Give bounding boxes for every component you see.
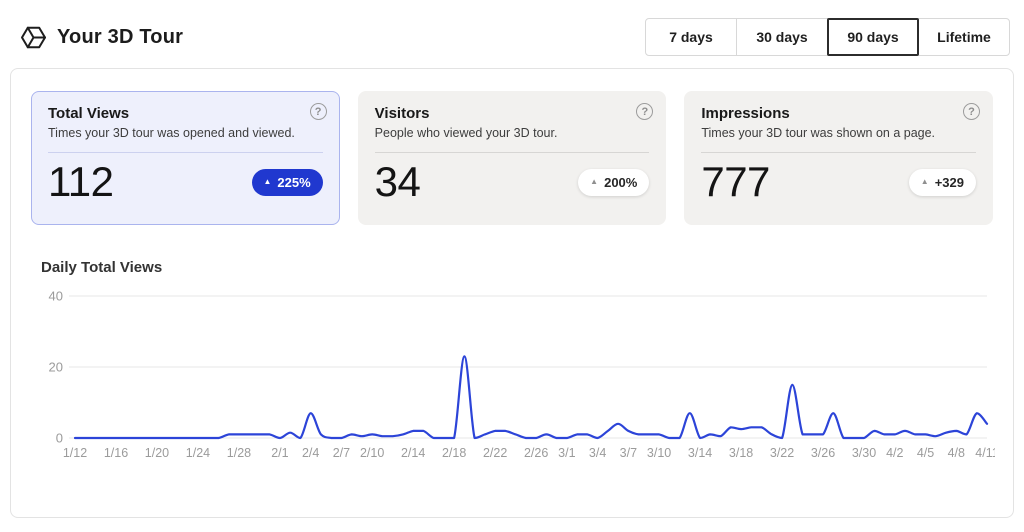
daily-total-views-line <box>73 355 989 440</box>
help-icon[interactable]: ? <box>963 103 981 120</box>
stat-card-total-views[interactable]: Total Views? Times your 3D tour was opene… <box>31 91 340 225</box>
trend-badge-text: 225% <box>277 174 311 190</box>
trend-up-arrow-icon: ▲ <box>920 177 929 186</box>
x-axis-tick-label: 2/1 <box>271 446 288 460</box>
top-bar: Your 3D Tour 7 days 30 days 90 days Lifetim… <box>0 0 1024 64</box>
x-axis-tick-label: 3/1 <box>558 446 575 460</box>
stat-card-title: Total Views <box>48 105 130 122</box>
trend-up-arrow-icon: ▲ <box>263 177 272 186</box>
stat-card-description: People who viewed your 3D tour. <box>374 126 558 140</box>
trend-badge: ▲ +329 <box>908 168 977 196</box>
stat-value-row: 112 ▲ 225% <box>48 161 323 203</box>
x-axis-tick-label: 2/26 <box>524 446 548 460</box>
trend-badge: ▲ 200% <box>578 168 650 196</box>
stat-card-visitors[interactable]: Visitors? People who viewed your 3D tour.… <box>357 91 667 225</box>
stat-card-impressions[interactable]: Impressions? Times your 3D tour was shown… <box>684 91 994 225</box>
stat-value-row: 34 ▲ 200% <box>375 161 650 203</box>
stat-value-row: 777 ▲ +329 <box>701 158 977 205</box>
stat-value: 112 <box>48 158 114 205</box>
stat-value: 777 <box>701 158 770 205</box>
x-axis-tick-label: 2/22 <box>483 446 507 460</box>
x-axis-tick-label: 3/14 <box>688 446 712 460</box>
y-axis-tick-label: 0 <box>56 431 63 446</box>
range-button-7-days[interactable]: 7 days <box>645 18 737 56</box>
brand: Your 3D Tour <box>20 24 183 51</box>
help-icon[interactable]: ? <box>309 103 327 120</box>
range-button-30-days[interactable]: 30 days <box>736 18 828 56</box>
trend-up-arrow-icon: ▲ <box>590 177 599 186</box>
stat-card-title: Impressions <box>701 105 790 122</box>
daily-views-chart: 0 20 40 1/12 1/16 1/20 1/24 1/28 2/1 2/4 2/7 2/10 2/… <box>41 288 999 467</box>
stat-card-description: Times your 3D tour was shown on a page. <box>701 126 936 140</box>
x-axis-tick-label: 1/28 <box>227 446 251 460</box>
analytics-panel: Total Views? Times your 3D tour was opene… <box>10 68 1014 518</box>
x-axis-tick-label: 2/10 <box>360 446 384 460</box>
x-axis-tick-label: 2/4 <box>302 446 319 460</box>
divider <box>701 152 977 153</box>
chart-heading: Daily Total Views <box>41 259 163 276</box>
x-axis-tick-label: 2/7 <box>333 446 350 460</box>
matterport-logo-icon <box>20 24 47 51</box>
x-axis-tick-label: 3/18 <box>729 446 753 460</box>
x-axis-tick-label: 2/18 <box>442 446 466 460</box>
x-axis-tick-label: 2/14 <box>401 446 425 460</box>
divider <box>374 152 650 153</box>
x-axis-tick-label: 3/10 <box>647 446 671 460</box>
y-axis-tick-label: 20 <box>49 360 63 375</box>
stat-cards-row: Total Views? Times your 3D tour was opene… <box>31 91 994 225</box>
trend-badge-text: 200% <box>604 174 638 190</box>
range-button-90-days[interactable]: 90 days <box>827 18 919 56</box>
x-axis-tick-label: 1/20 <box>145 446 169 460</box>
x-axis-tick-label: 1/16 <box>104 446 128 460</box>
x-axis-tick-label: 1/24 <box>186 446 210 460</box>
help-icon[interactable]: ? <box>636 103 654 120</box>
page-title: Your 3D Tour <box>57 25 184 48</box>
x-axis-tick-label: 3/30 <box>852 446 876 460</box>
x-axis-tick-label: 4/2 <box>886 446 903 460</box>
x-axis-tick-label: 3/4 <box>589 446 606 460</box>
y-axis-tick-label: 40 <box>49 289 63 304</box>
trend-badge-text: +329 <box>934 174 965 190</box>
x-axis-tick-label: 4/5 <box>917 446 934 460</box>
x-axis-tick-label: 3/26 <box>811 446 835 460</box>
x-axis-tick-label: 3/22 <box>770 446 794 460</box>
stat-value: 34 <box>374 158 421 205</box>
divider <box>48 152 323 153</box>
x-axis-tick-label: 1/12 <box>63 446 87 460</box>
range-button-lifetime[interactable]: Lifetime <box>918 18 1010 56</box>
x-axis-tick-label: 3/7 <box>620 446 637 460</box>
stat-card-description: Times your 3D tour was opened and viewed… <box>48 126 295 140</box>
date-range-button-group: 7 days 30 days 90 days Lifetime <box>645 18 1010 56</box>
x-axis-tick-label: 4/11 <box>975 446 995 460</box>
stat-card-title: Visitors <box>374 105 430 122</box>
x-axis-tick-label: 4/8 <box>948 446 965 460</box>
line-chart-svg: 0 20 40 1/12 1/16 1/20 1/24 1/28 2/1 2/4 2/7 2/10 2/… <box>49 289 999 461</box>
trend-badge: ▲ 225% <box>251 168 323 196</box>
